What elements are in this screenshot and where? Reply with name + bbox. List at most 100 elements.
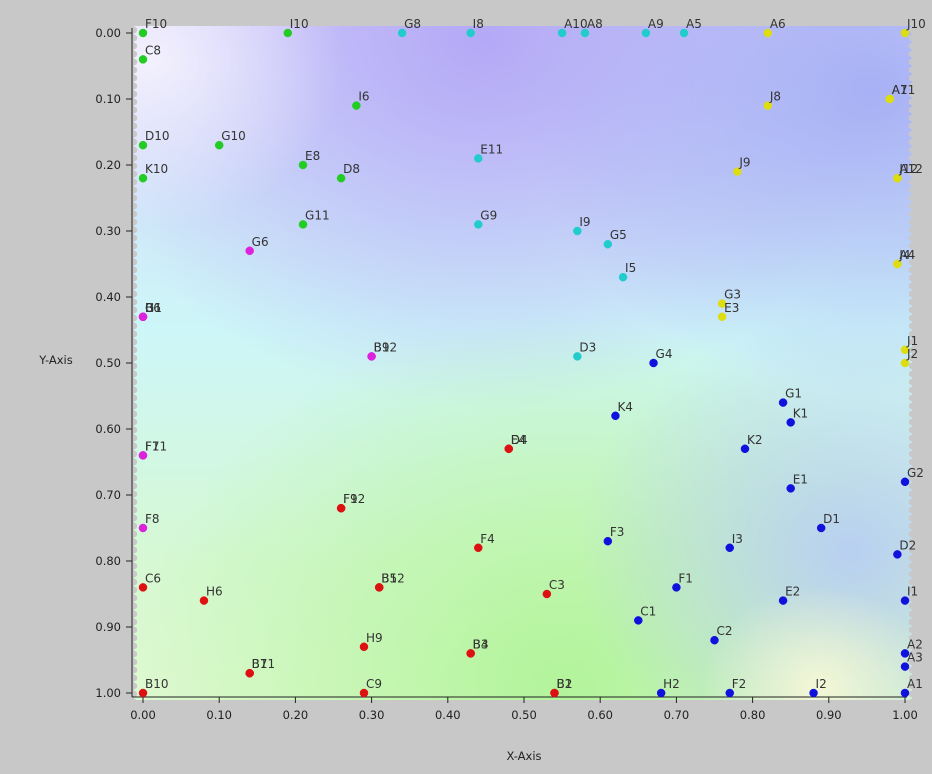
edge-scallop	[908, 58, 916, 66]
x-tick-label: 0.70	[664, 708, 690, 722]
edge-scallop	[908, 146, 916, 154]
point-g11	[298, 220, 308, 229]
edge-scallop	[908, 498, 916, 506]
point-label-b6: B6	[145, 301, 161, 315]
point-b11	[245, 668, 254, 678]
point-label-i9: I9	[579, 215, 590, 229]
point-label-c9: C9	[366, 677, 382, 691]
point-label-g5: G5	[610, 228, 627, 242]
point-h6	[199, 596, 209, 605]
point-h9	[359, 642, 369, 652]
point-label-g2: G2	[907, 466, 924, 480]
point-label-j2: J2	[906, 347, 918, 361]
edge-scallop	[908, 354, 916, 362]
point-label-g3: G3	[724, 288, 741, 302]
point-label-a2: A2	[907, 637, 923, 651]
x-tick-label: 0.00	[130, 708, 156, 722]
point-g10	[214, 140, 224, 150]
edge-scallop	[908, 458, 916, 466]
point-c2	[710, 635, 719, 645]
point-d10	[138, 140, 148, 150]
point-j8	[763, 101, 773, 110]
edge-scallop	[908, 186, 916, 194]
point-i3	[725, 543, 734, 553]
point-g1	[778, 398, 788, 407]
point-b10	[138, 688, 148, 698]
point-g1	[138, 312, 148, 322]
point-k10	[138, 173, 148, 183]
edge-scallop	[908, 210, 916, 218]
edge-scallop	[908, 290, 916, 298]
edge-scallop	[908, 530, 916, 538]
point-label-e1: E1	[793, 472, 808, 486]
point-label-g4: G4	[656, 347, 673, 361]
edge-scallop	[908, 338, 916, 346]
edge-scallop	[908, 442, 916, 450]
edge-scallop	[908, 514, 916, 522]
x-tick-label: 0.80	[740, 708, 766, 722]
point-label-g6: G6	[252, 235, 269, 249]
point-label-c3: C3	[549, 578, 565, 592]
point-f1	[672, 583, 681, 592]
edge-scallop	[908, 482, 916, 490]
point-label-e4: E4	[511, 433, 526, 447]
point-label-j8: J8	[769, 90, 781, 104]
point-label-d2: D2	[899, 538, 916, 552]
edge-scallop	[908, 66, 916, 74]
y-tick-label: 0.50	[95, 356, 121, 370]
point-label-c8: C8	[145, 43, 161, 57]
point-g3	[717, 299, 727, 308]
point-a6	[763, 28, 773, 38]
point-e2	[778, 596, 788, 605]
point-label-j4: J4	[898, 248, 910, 262]
point-i10	[283, 28, 293, 38]
edge-scallop	[908, 178, 916, 186]
edge-scallop	[908, 642, 916, 650]
point-i5	[618, 272, 628, 282]
point-g4	[649, 358, 658, 368]
edge-scallop	[908, 410, 916, 418]
edge-scallop	[908, 90, 916, 98]
point-label-f7: F7	[145, 439, 160, 453]
point-label-g9: G9	[480, 208, 497, 222]
point-label-f9: F9	[343, 492, 358, 506]
point-i1	[900, 596, 910, 605]
point-label-b7: B7	[252, 657, 268, 671]
point-j2	[900, 358, 910, 368]
edge-scallop	[908, 42, 916, 50]
edge-scallop	[130, 698, 138, 706]
point-d3	[573, 352, 582, 361]
y-tick-label: 0.00	[95, 26, 121, 40]
x-tick-label: 0.90	[816, 708, 842, 722]
point-b12	[367, 352, 376, 361]
point-label-a10: A10	[564, 17, 587, 31]
edge-scallop	[908, 74, 916, 82]
point-g5	[603, 239, 613, 249]
point-label-a5: A5	[686, 17, 702, 31]
edge-scallop	[908, 170, 916, 178]
point-label-e8: E8	[305, 149, 320, 163]
edge-scallop	[908, 282, 916, 290]
edge-scallop	[908, 490, 916, 498]
point-label-d1: D1	[823, 512, 840, 526]
point-f10	[138, 28, 148, 38]
edge-scallop	[908, 562, 916, 570]
point-f2	[725, 688, 734, 698]
edge-scallop	[908, 314, 916, 322]
point-a3	[900, 662, 910, 671]
edge-scallop	[908, 402, 916, 410]
point-label-g11: G11	[305, 208, 330, 222]
x-tick-label: 0.10	[206, 708, 232, 722]
y-tick-label: 0.10	[95, 92, 121, 106]
x-tick-label: 0.30	[359, 708, 385, 722]
edge-scallop	[908, 266, 916, 274]
point-g9	[474, 220, 483, 229]
edge-scallop	[908, 634, 916, 642]
point-a2	[900, 649, 910, 658]
point-i8	[466, 28, 475, 38]
point-e8	[298, 160, 308, 170]
point-label-h9: H9	[366, 631, 383, 645]
point-label-i1: I1	[907, 585, 918, 599]
edge-scallop	[908, 242, 916, 250]
point-k2	[740, 444, 750, 454]
